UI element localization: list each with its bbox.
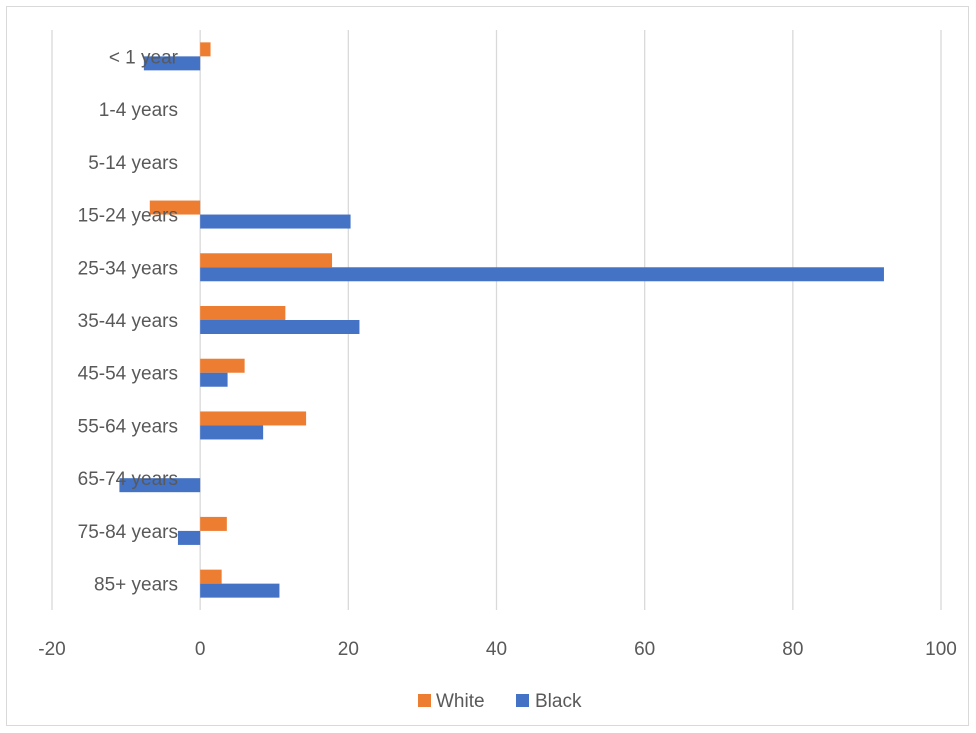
legend-label-black: Black [535,691,582,712]
bar-series [119,42,884,598]
bar-black-5 [200,320,360,334]
category-label: 1-4 years [99,100,178,121]
bar-white-3 [149,200,201,215]
category-label: 5-14 years [88,153,178,174]
category-axis-labels: < 1 year 1-4 years 5-14 years 15-24 years 25… [78,47,179,595]
bar-black-9 [177,530,201,545]
bar-black-8 [119,478,201,493]
x-axis-tick-labels: -20 0 20 40 60 80 100 [38,639,957,660]
bar-black-4 [200,267,884,282]
category-label: 15-24 years [78,206,178,227]
x-tick-label: 100 [925,639,957,660]
bar-black-10 [200,583,280,598]
legend-label-white: White [436,691,485,712]
gridlines [51,30,942,610]
category-label: 65-74 years [78,469,178,490]
bar-black-6 [200,372,228,387]
bar-white-4 [200,253,333,268]
category-label: 85+ years [94,575,178,596]
x-tick-label: 80 [782,639,803,660]
x-tick-label: -20 [38,639,65,660]
legend: White Black [418,691,582,712]
x-tick-label: 60 [634,639,655,660]
category-label: 55-64 years [78,416,178,437]
chart-frame [6,6,969,726]
legend-swatch-black [516,694,529,707]
bar-white-7 [200,411,307,426]
bar-black-3 [200,214,351,229]
bar-white-6 [200,358,245,373]
x-tick-label: 0 [195,639,206,660]
bar-white-5 [200,306,286,320]
category-label: < 1 year [109,47,179,68]
bar-white-0 [200,42,211,57]
x-tick-label: 40 [486,639,507,660]
bar-black-7 [200,425,264,440]
legend-swatch-white [418,694,431,707]
bar-black-0 [143,56,201,71]
x-tick-label: 20 [338,639,359,660]
category-label: 35-44 years [78,311,178,332]
bar-white-9 [200,516,227,531]
bar-white-10 [200,569,222,584]
category-label: 25-34 years [78,258,178,279]
category-label: 75-84 years [78,522,178,543]
category-label: 45-54 years [78,364,178,385]
